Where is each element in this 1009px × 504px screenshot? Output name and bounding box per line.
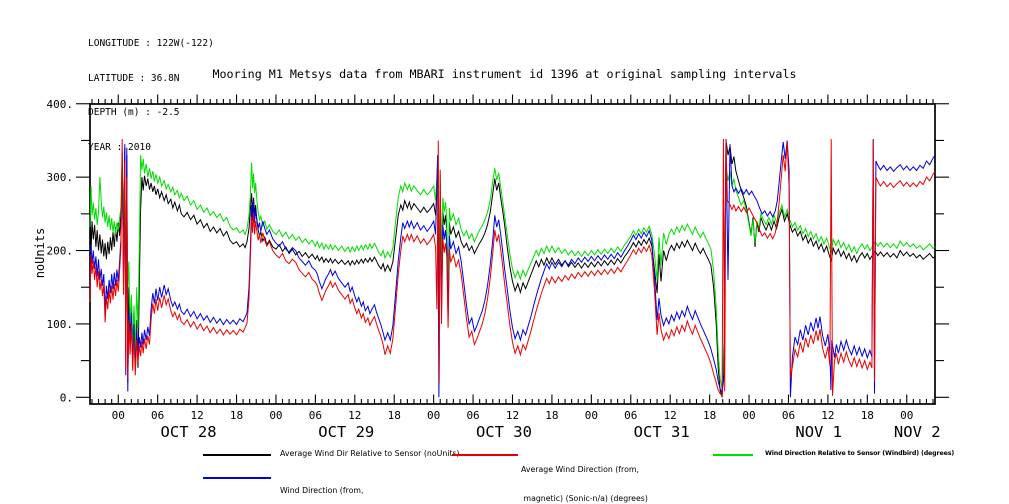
svg-text:OCT 28: OCT 28 (161, 423, 217, 441)
series-line (89, 140, 936, 398)
axis-ticks (76, 94, 949, 404)
svg-text:NOV 2: NOV 2 (894, 423, 941, 441)
svg-text:00: 00 (585, 409, 598, 422)
svg-text:18: 18 (388, 409, 401, 422)
svg-text:18: 18 (861, 409, 874, 422)
svg-text:100.: 100. (47, 318, 74, 331)
plot-frame (89, 103, 936, 405)
svg-text:12: 12 (821, 409, 834, 422)
svg-text:OCT 30: OCT 30 (476, 423, 532, 441)
svg-text:12: 12 (348, 409, 361, 422)
legend-label-red: Average Wind Direction (from, magnetic) … (521, 465, 648, 503)
svg-text:00: 00 (742, 409, 755, 422)
svg-text:06: 06 (624, 409, 637, 422)
series-line (89, 138, 936, 398)
chart-title: Mooring M1 Metsys data from MBARI instru… (212, 67, 797, 81)
svg-text:00: 00 (900, 409, 913, 422)
svg-text:200.: 200. (47, 245, 74, 258)
svg-text:06: 06 (151, 409, 164, 422)
legend-swatch-black (203, 454, 271, 456)
data-series (89, 138, 936, 398)
meta-depth: DEPTH (m) : -2.5 (88, 107, 180, 118)
svg-text:12: 12 (664, 409, 677, 422)
svg-text:0.: 0. (60, 391, 73, 404)
svg-text:300.: 300. (47, 171, 74, 184)
svg-text:00: 00 (269, 409, 282, 422)
meta-latitude: LATITUDE : 36.8N (88, 72, 180, 84)
svg-text:NOV 1: NOV 1 (795, 423, 842, 441)
svg-text:OCT 31: OCT 31 (634, 423, 690, 441)
legend-swatch-green (713, 454, 753, 456)
svg-text:18: 18 (230, 409, 243, 422)
metadata-block: LONGITUDE : 122W(-122) LATITUDE : 36.8N … (88, 15, 214, 176)
svg-text:00: 00 (427, 409, 440, 422)
svg-text:12: 12 (190, 409, 203, 422)
svg-text:OCT 29: OCT 29 (318, 423, 374, 441)
series-line (89, 151, 936, 389)
svg-text:06: 06 (309, 409, 322, 422)
legend-swatch-red (452, 454, 518, 456)
svg-text:400.: 400. (47, 98, 74, 111)
meta-longitude: LONGITUDE : 122W(-122) (88, 38, 214, 49)
legend-label-blue: Wind Direction (from, magnetic) (Windbir… (280, 486, 364, 496)
svg-text:18: 18 (545, 409, 558, 422)
series-line (89, 138, 936, 398)
axis-labels: 0. 100. 200. 300. 400. 00 06 12 18 00 06 12 18 00 06 12… (47, 98, 941, 441)
legend-label-black: Average Wind Dir Relative to Sensor (noU… (280, 449, 460, 458)
legend-swatch-blue (203, 477, 271, 479)
svg-text:18: 18 (703, 409, 716, 422)
svg-text:06: 06 (782, 409, 795, 422)
svg-text:12: 12 (506, 409, 519, 422)
legend-label-green: Wind Direction Relative to Sensor (Windb… (765, 450, 955, 457)
svg-text:06: 06 (466, 409, 479, 422)
svg-text:00: 00 (112, 409, 125, 422)
meta-year: YEAR : 2010 (88, 141, 151, 153)
